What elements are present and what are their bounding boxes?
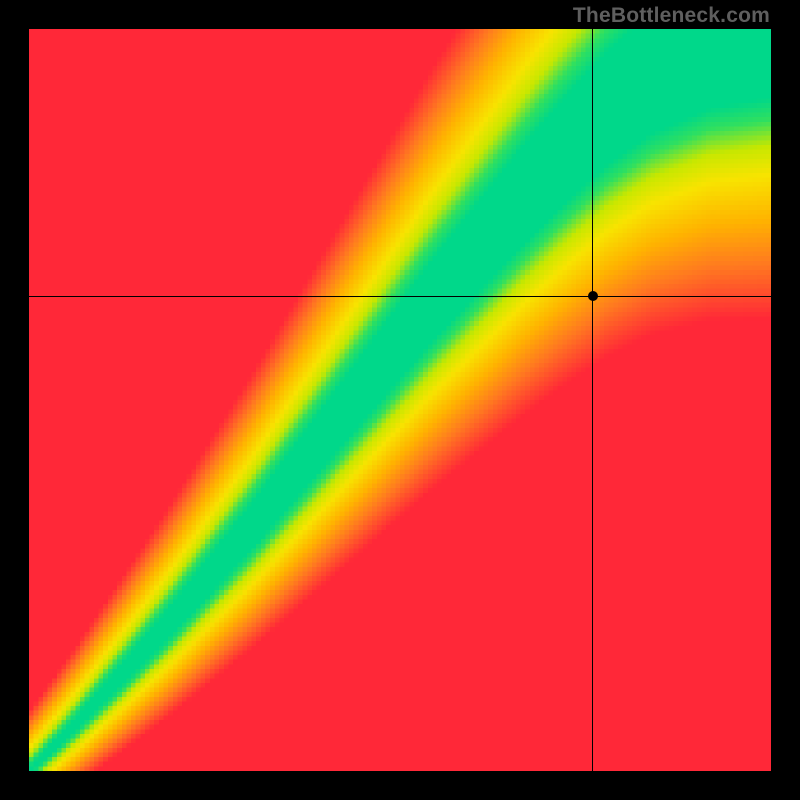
chart-container: TheBottleneck.com	[0, 0, 800, 800]
crosshair-horizontal	[29, 296, 771, 297]
crosshair-vertical	[592, 29, 593, 771]
watermark-text: TheBottleneck.com	[573, 4, 770, 28]
selection-marker	[588, 291, 598, 301]
bottleneck-heatmap	[29, 29, 771, 771]
